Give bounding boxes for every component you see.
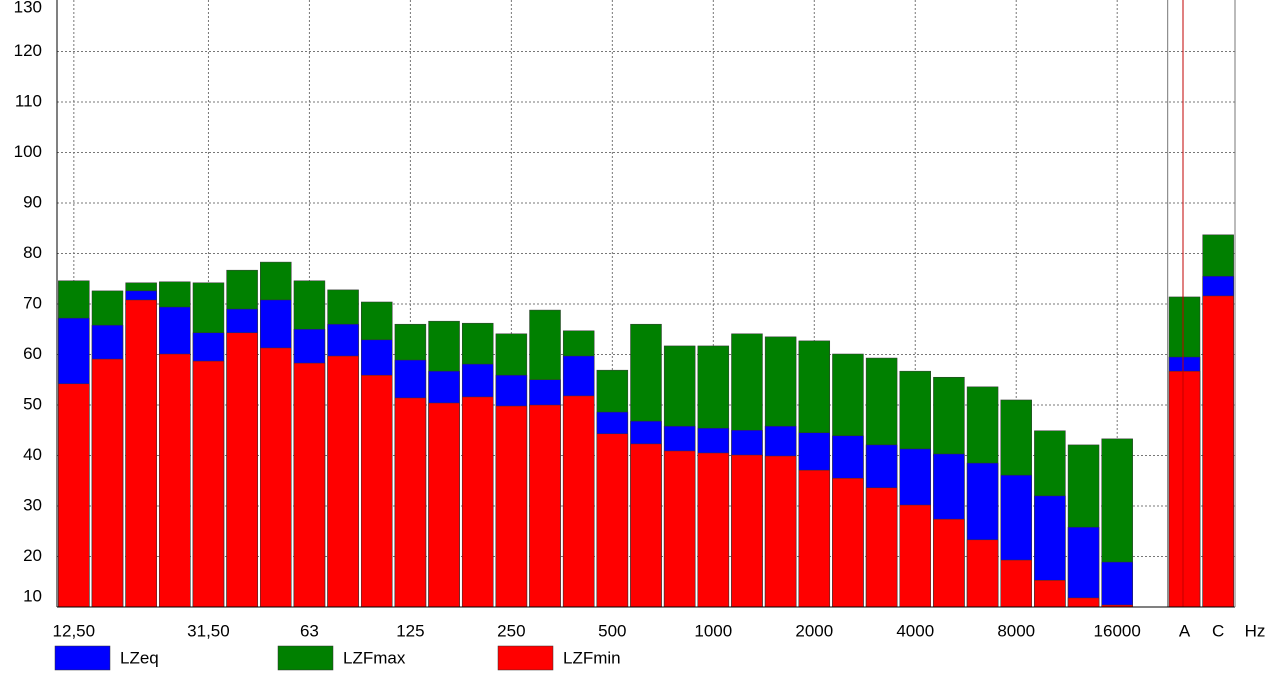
x-tick-label: 250 [497, 621, 525, 640]
bar [461, 396, 494, 608]
bar [933, 518, 965, 608]
x-tick-label: 125 [396, 621, 424, 640]
legend-swatch [54, 645, 111, 671]
y-tick-label: 130 [14, 0, 42, 16]
bar [1067, 597, 1100, 608]
bar [966, 539, 999, 608]
bar [495, 405, 528, 608]
x-tick-label: 500 [598, 621, 626, 640]
bars [58, 234, 1234, 608]
y-tick-label: 100 [14, 142, 42, 161]
labels: 10 20 30 40 50 60 70 80 90 100 110 120 130 12,50 31,50… [14, 0, 1224, 671]
x-tick-label: 63 [300, 621, 319, 640]
x-tick-label: 12,50 [53, 621, 96, 640]
y-tick-label: 70 [23, 293, 42, 312]
bar [260, 347, 292, 608]
y-tick-label: 10 [23, 586, 42, 605]
y-tick-label: 110 [15, 91, 42, 110]
y-tick-label: 120 [14, 41, 42, 60]
bar [630, 443, 662, 608]
bar [731, 454, 763, 608]
x-tick-label: C [1212, 621, 1224, 640]
bar [394, 397, 427, 608]
x-tick-label: 31,50 [187, 621, 230, 640]
bar [899, 504, 931, 608]
bar [798, 469, 831, 608]
x-tick-label: 8000 [997, 621, 1035, 640]
bar [596, 433, 629, 608]
y-tick-label: 50 [23, 394, 42, 413]
bar [428, 402, 460, 608]
bar [1000, 559, 1032, 608]
bar [697, 452, 730, 608]
bar [226, 332, 258, 608]
bar [159, 353, 191, 608]
legend-label: LZeq [120, 648, 159, 667]
bar [192, 360, 225, 608]
bar [327, 355, 359, 608]
x-tick-label: 4000 [896, 621, 934, 640]
bar [529, 404, 561, 608]
bar [1067, 526, 1100, 608]
bar [293, 362, 326, 608]
bar [865, 487, 898, 608]
bar [562, 395, 595, 608]
y-tick-label: 60 [23, 344, 42, 363]
bar [832, 477, 864, 608]
bar [1202, 295, 1234, 608]
bar [764, 455, 797, 608]
x-tick-label: 2000 [795, 621, 833, 640]
legend-swatch [277, 645, 334, 671]
bar [1101, 561, 1133, 608]
x-tick-label: 1000 [694, 621, 732, 640]
bar [1168, 370, 1201, 608]
x-tick-label: A [1179, 621, 1191, 640]
bar [1034, 579, 1066, 608]
legend-swatch [497, 645, 554, 671]
y-tick-label: 20 [23, 546, 42, 565]
y-tick-label: 30 [23, 495, 42, 514]
bar [663, 450, 696, 608]
y-tick-label: 90 [23, 192, 42, 211]
x-tick-label: 16000 [1094, 621, 1141, 640]
legend-label: LZFmax [343, 648, 406, 667]
bar [125, 299, 157, 608]
bar [361, 374, 393, 608]
x-axis-unit: Hz [1245, 621, 1266, 640]
legend-label: LZFmin [563, 648, 621, 667]
y-tick-label: 80 [23, 243, 42, 262]
bar [91, 358, 124, 608]
bar [58, 383, 90, 608]
y-tick-label: 40 [23, 445, 42, 464]
